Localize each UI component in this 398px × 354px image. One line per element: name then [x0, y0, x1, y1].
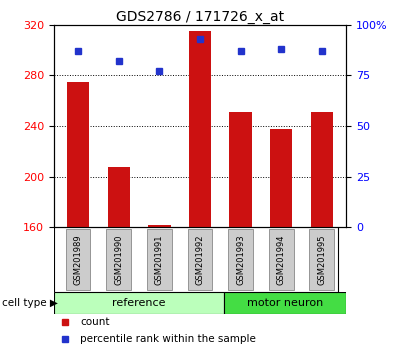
Text: GSM201990: GSM201990 — [114, 234, 123, 285]
Text: GSM201994: GSM201994 — [277, 234, 286, 285]
Bar — [189, 31, 211, 227]
Bar — [230, 112, 252, 227]
Bar — [107, 166, 130, 227]
FancyBboxPatch shape — [106, 229, 131, 290]
Bar — [148, 225, 170, 227]
FancyBboxPatch shape — [187, 229, 213, 290]
Bar — [311, 112, 333, 227]
FancyBboxPatch shape — [310, 229, 334, 290]
Text: GSM201992: GSM201992 — [195, 234, 205, 285]
Title: GDS2786 / 171726_x_at: GDS2786 / 171726_x_at — [116, 10, 284, 24]
Text: GSM201995: GSM201995 — [317, 234, 326, 285]
Text: motor neuron: motor neuron — [247, 298, 324, 308]
FancyBboxPatch shape — [147, 229, 172, 290]
Text: cell type ▶: cell type ▶ — [2, 298, 58, 308]
Text: GSM201989: GSM201989 — [74, 234, 83, 285]
Text: percentile rank within the sample: percentile rank within the sample — [80, 333, 256, 344]
Bar — [270, 129, 293, 227]
Text: GSM201993: GSM201993 — [236, 234, 245, 285]
Text: reference: reference — [112, 298, 166, 308]
FancyBboxPatch shape — [54, 227, 338, 292]
FancyBboxPatch shape — [54, 292, 224, 314]
Bar — [67, 82, 89, 227]
Text: GSM201991: GSM201991 — [155, 234, 164, 285]
FancyBboxPatch shape — [228, 229, 253, 290]
FancyBboxPatch shape — [66, 229, 90, 290]
FancyBboxPatch shape — [269, 229, 294, 290]
FancyBboxPatch shape — [224, 292, 346, 314]
Text: count: count — [80, 317, 109, 327]
